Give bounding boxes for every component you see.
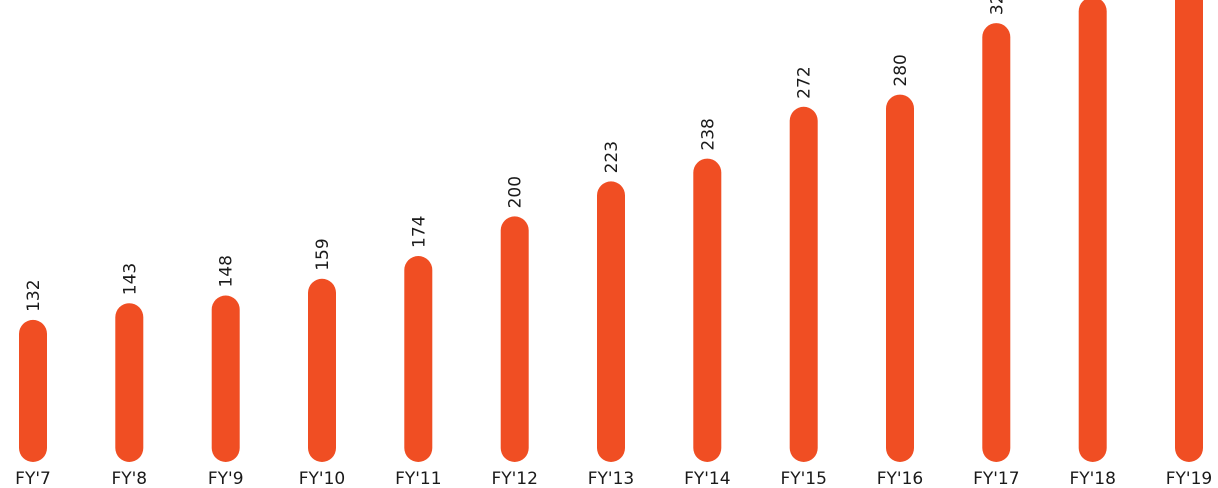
data-label: 148 xyxy=(217,255,237,287)
data-labels-layer: 132143148159174200223238272280327344356 xyxy=(24,0,1007,312)
data-label: 238 xyxy=(698,118,718,150)
bar xyxy=(1175,0,1203,462)
x-tick-label: FY'16 xyxy=(877,469,923,488)
x-tick-label: FY'18 xyxy=(1069,469,1115,488)
x-tick-label: FY'15 xyxy=(780,469,826,488)
bars-layer xyxy=(19,0,1203,463)
data-label: 223 xyxy=(602,141,622,173)
bar xyxy=(886,94,914,462)
data-label: 132 xyxy=(24,279,44,311)
x-axis-tick-labels: FY'7 FY'8 FY'9 FY'10 FY'11 FY'12 FY'13 FY'14 FY'… xyxy=(15,469,1212,488)
x-tick-label: FY'9 xyxy=(208,469,244,488)
x-tick-label: FY'11 xyxy=(395,469,441,488)
bar xyxy=(19,319,47,462)
bar xyxy=(211,295,240,462)
bar xyxy=(115,303,144,462)
data-label: 200 xyxy=(506,176,526,208)
bar xyxy=(982,23,1011,462)
x-tick-label: FY'19 xyxy=(1166,469,1212,488)
bar xyxy=(597,181,625,462)
x-tick-label: FY'12 xyxy=(491,469,537,488)
x-tick-label: FY'14 xyxy=(684,469,730,488)
bar xyxy=(404,256,433,462)
x-tick-label: FY'10 xyxy=(299,469,345,488)
data-label: 272 xyxy=(795,66,815,98)
bar xyxy=(500,216,529,462)
x-tick-label: FY'17 xyxy=(973,469,1019,488)
bar xyxy=(308,278,336,462)
data-label: 159 xyxy=(313,238,333,270)
x-tick-label: FY'13 xyxy=(588,469,634,488)
data-label: 143 xyxy=(120,263,140,295)
bar xyxy=(693,158,722,462)
x-tick-label: FY'8 xyxy=(111,469,147,488)
data-label: 280 xyxy=(891,54,911,86)
bar xyxy=(1078,0,1107,462)
data-label: 327 xyxy=(987,0,1007,15)
x-tick-label: FY'7 xyxy=(15,469,51,488)
data-label: 174 xyxy=(409,216,429,248)
bar xyxy=(789,106,818,463)
